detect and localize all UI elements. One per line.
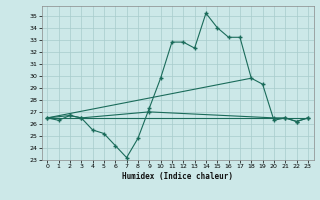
X-axis label: Humidex (Indice chaleur): Humidex (Indice chaleur) xyxy=(122,172,233,181)
